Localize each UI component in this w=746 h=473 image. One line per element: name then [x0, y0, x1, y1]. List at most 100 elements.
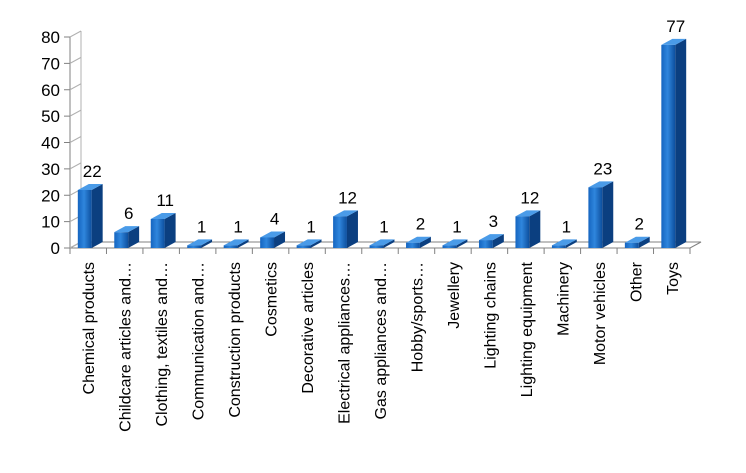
- bar-side: [638, 236, 650, 248]
- bar-side: [164, 212, 176, 248]
- bar-top: [442, 239, 468, 246]
- y-tick-label: 30: [41, 160, 60, 179]
- bar-top: [624, 236, 650, 243]
- category-label: Motor vehicles: [592, 262, 609, 365]
- bar-front: [661, 44, 676, 248]
- y-tick-depth: [69, 162, 82, 170]
- category-label: Other: [628, 261, 645, 302]
- category-label: Clothing, textiles and…: [154, 262, 171, 427]
- bar-14: [551, 239, 577, 248]
- bar-top: [478, 234, 504, 241]
- bar-top: [296, 239, 322, 246]
- bar-front: [624, 242, 639, 248]
- bar-front: [150, 218, 165, 248]
- bar-front: [223, 245, 238, 248]
- bar-side: [492, 234, 504, 248]
- bar-side: [565, 239, 577, 248]
- bar-top: [551, 239, 577, 246]
- bar-top: [77, 183, 103, 190]
- bar-15: [588, 181, 614, 248]
- bar-8: [333, 210, 358, 248]
- category-label: Cosmetics: [264, 262, 281, 337]
- bar-3: [150, 212, 176, 248]
- bar-front: [77, 189, 92, 248]
- bar-side: [346, 210, 358, 248]
- bar-top: [406, 236, 431, 243]
- bar-top: [333, 210, 358, 217]
- bar-side: [310, 239, 322, 248]
- category-label: Gas appliances and…: [373, 262, 390, 419]
- data-label: 1: [233, 217, 242, 236]
- bars: [77, 38, 687, 248]
- y-tick-label: 20: [41, 186, 60, 205]
- category-label: Decorative articles: [300, 262, 317, 394]
- y-tick-depth: [69, 30, 82, 38]
- bar-12: [478, 234, 504, 248]
- y-tick-label: 70: [41, 54, 60, 73]
- bar-side: [602, 181, 614, 248]
- bar-top: [260, 231, 286, 238]
- y-tick-label: 50: [41, 107, 60, 126]
- y-tick-depth: [69, 109, 82, 117]
- data-label: 77: [666, 17, 685, 36]
- y-tick-label: 60: [41, 81, 60, 100]
- data-label: 1: [379, 217, 388, 236]
- bar-top: [150, 212, 176, 219]
- y-tick-depth: [69, 56, 82, 64]
- bar-5: [223, 239, 249, 248]
- bar-6: [260, 231, 286, 248]
- bar-front: [442, 245, 457, 248]
- bar-front: [187, 245, 202, 248]
- category-label: Electrical appliances…: [337, 262, 354, 424]
- category-label: Childcare articles and…: [118, 262, 135, 432]
- bar-top: [114, 226, 140, 233]
- bar-side: [128, 226, 140, 248]
- bar-front: [551, 245, 566, 248]
- bar-front: [114, 232, 129, 248]
- bar-16: [624, 236, 650, 248]
- bar-side: [91, 183, 103, 248]
- data-label: 1: [197, 217, 206, 236]
- bar-side: [675, 38, 687, 248]
- bar-side: [383, 239, 395, 248]
- data-label: 2: [635, 215, 644, 234]
- category-label: Machinery: [555, 262, 572, 336]
- y-tick-label: 0: [51, 239, 60, 258]
- category-label: Construction products: [227, 262, 244, 418]
- y-tick-depth: [69, 83, 82, 91]
- bar-front: [406, 242, 420, 248]
- y-tick-depth: [69, 136, 82, 143]
- y-tick-label: 40: [41, 134, 60, 153]
- bar-4: [187, 239, 213, 248]
- bar-top: [515, 210, 541, 217]
- bar-top: [187, 239, 213, 246]
- data-label: 6: [124, 204, 133, 223]
- data-label: 12: [338, 188, 357, 207]
- data-label: 11: [156, 191, 174, 210]
- bar-13: [515, 210, 541, 248]
- data-label: 1: [562, 217, 571, 236]
- data-label: 2: [416, 215, 425, 234]
- bar-top: [588, 181, 614, 188]
- bar-front: [588, 187, 603, 248]
- y-tick-label: 10: [41, 213, 60, 232]
- bar-1: [77, 183, 103, 248]
- data-label: 4: [270, 209, 279, 228]
- bar-side: [201, 239, 213, 248]
- bar-2: [114, 226, 140, 248]
- bar-11: [442, 239, 468, 248]
- bar-9: [369, 239, 395, 248]
- bar-front: [296, 245, 311, 248]
- bar-front: [260, 237, 275, 248]
- data-label: 23: [593, 159, 612, 178]
- bar-side: [419, 236, 431, 248]
- data-label: 22: [83, 162, 102, 181]
- category-label: Hobby/sports…: [409, 262, 426, 372]
- category-label: Communication and…: [191, 262, 208, 420]
- category-label: Lighting chains: [482, 262, 499, 369]
- data-label: 1: [306, 217, 315, 236]
- category-label: Lighting equipment: [519, 261, 536, 397]
